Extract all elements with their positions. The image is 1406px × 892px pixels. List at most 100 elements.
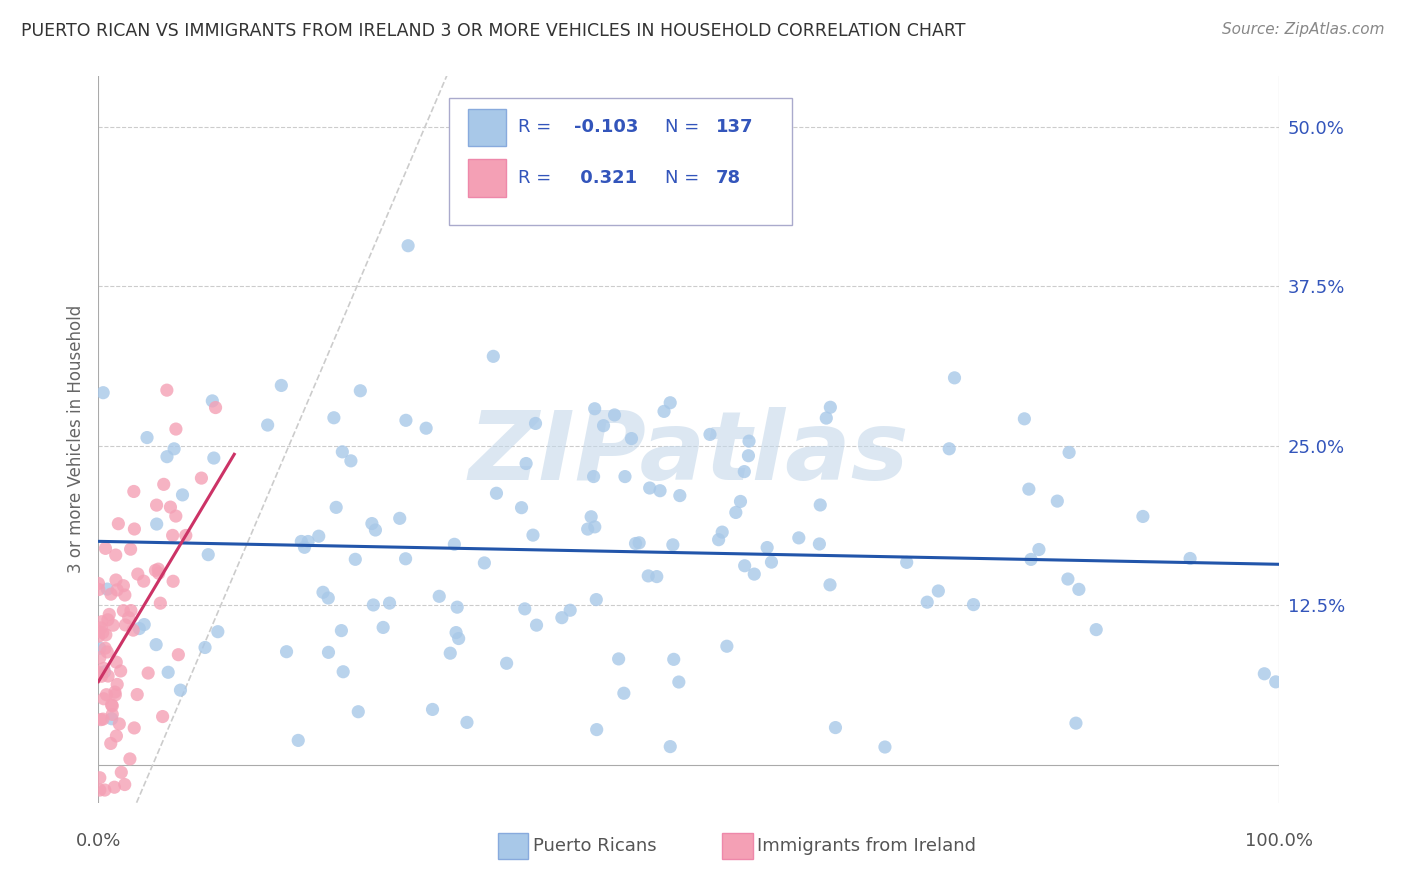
Point [100,736,122,750]
Text: R =: R = [517,169,551,186]
Point [93,665,115,679]
Point [98,607,121,622]
Point [474,556,496,570]
Point [112,579,135,593]
Point [156,383,179,397]
Point [378,596,401,610]
Point [89,650,111,665]
Point [145,638,167,652]
Point [1019,552,1042,566]
Point [668,675,690,690]
Point [190,471,212,485]
Point [756,541,779,555]
Point [439,646,461,660]
Point [659,739,682,754]
Point [737,449,759,463]
Point [105,582,128,597]
Point [344,552,367,566]
Point [1057,572,1080,586]
Point [104,573,127,587]
Point [808,537,831,551]
Point [808,498,831,512]
Point [524,417,547,431]
Point [276,645,298,659]
Point [707,533,730,547]
Point [87,629,110,643]
Point [824,721,846,735]
Point [318,645,340,659]
Point [551,610,574,624]
Point [90,621,112,635]
Point [1067,582,1090,597]
Point [456,715,478,730]
Point [165,422,187,436]
Point [145,498,167,512]
Point [120,542,142,557]
Point [90,669,112,683]
Point [330,624,353,638]
Point [93,691,115,706]
Point [100,712,122,726]
Point [91,712,114,726]
Point [156,450,179,464]
Point [136,666,159,681]
Point [373,620,395,634]
Point [114,618,136,632]
Point [576,522,599,536]
Point [620,432,643,446]
Point [122,623,145,637]
Point [1014,412,1036,426]
Point [447,632,470,646]
Point [127,688,149,702]
Text: 0.0%: 0.0% [76,832,121,850]
Point [613,686,636,700]
Point [110,765,132,780]
Text: PUERTO RICAN VS IMMIGRANTS FROM IRELAND 3 OR MORE VEHICLES IN HOUSEHOLD CORRELAT: PUERTO RICAN VS IMMIGRANTS FROM IRELAND … [21,22,966,40]
Point [482,349,505,363]
Point [197,548,219,562]
Point [122,484,145,499]
Text: 0.321: 0.321 [575,169,637,186]
Point [1085,623,1108,637]
Point [101,707,124,722]
Point [105,677,128,691]
Point [87,624,110,639]
Point [287,733,309,747]
Point [330,445,353,459]
Point [165,509,187,524]
Point [159,500,181,515]
Point [162,574,184,589]
Point [89,641,111,656]
Point [148,562,170,576]
Point [89,771,111,785]
Point [361,516,384,531]
Point [124,522,146,536]
Point [662,652,685,666]
FancyBboxPatch shape [468,109,506,146]
Point [363,598,385,612]
Point [118,610,141,624]
Point [90,713,112,727]
Point [97,613,120,627]
Point [122,721,145,735]
Point [108,717,131,731]
Text: ZIPatlas: ZIPatlas [468,408,910,500]
Point [1253,666,1275,681]
Point [388,511,411,525]
Point [270,378,292,392]
Point [787,531,810,545]
Point [522,528,544,542]
Point [896,555,918,569]
Point [1046,494,1069,508]
Point [1132,509,1154,524]
Point [294,541,316,555]
Text: Puerto Ricans: Puerto Ricans [533,837,657,855]
Point [427,590,450,604]
Point [659,396,682,410]
Point [157,665,180,680]
Point [94,783,117,797]
FancyBboxPatch shape [498,832,529,859]
FancyBboxPatch shape [468,160,506,197]
Point [699,427,721,442]
FancyBboxPatch shape [449,97,792,225]
